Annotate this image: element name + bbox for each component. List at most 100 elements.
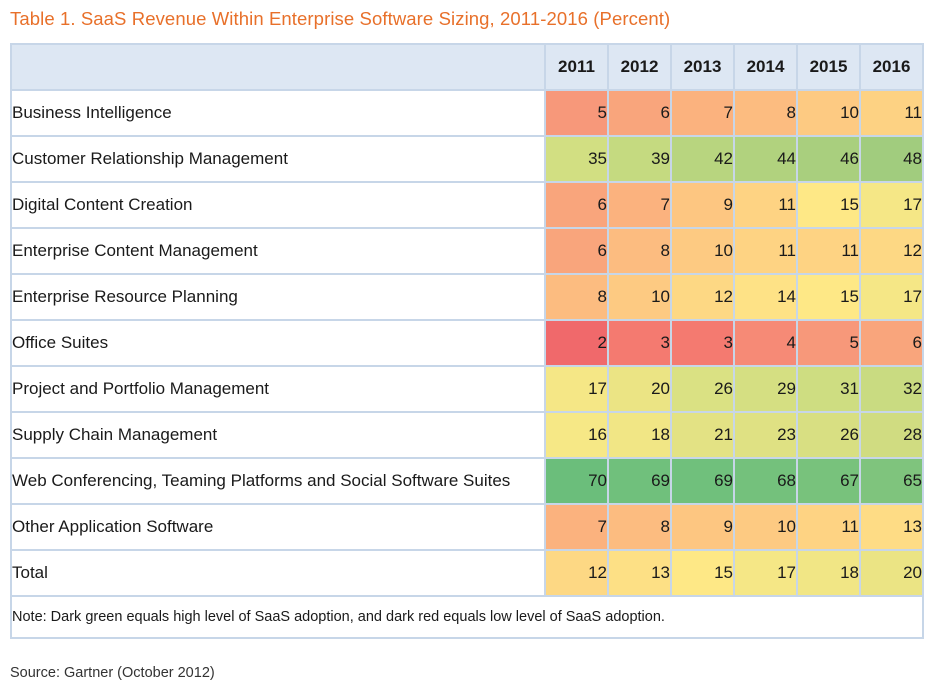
value-cell: 46 <box>796 135 861 183</box>
value-cell: 11 <box>859 89 924 137</box>
value-cell: 12 <box>670 273 735 321</box>
header-year-2013: 2013 <box>670 43 735 91</box>
header-year-2011: 2011 <box>544 43 609 91</box>
value-cell: 12 <box>544 549 609 597</box>
value-cell: 17 <box>859 273 924 321</box>
value-cell: 18 <box>796 549 861 597</box>
row-label: Customer Relationship Management <box>10 135 546 183</box>
table-row: Total 12 13 15 17 18 20 <box>10 549 924 597</box>
row-label: Enterprise Resource Planning <box>10 273 546 321</box>
value-cell: 11 <box>733 181 798 229</box>
row-label: Office Suites <box>10 319 546 367</box>
row-label: Business Intelligence <box>10 89 546 137</box>
value-cell: 67 <box>796 457 861 505</box>
value-cell: 3 <box>670 319 735 367</box>
table-row: Digital Content Creation 6 7 9 11 15 17 <box>10 181 924 229</box>
value-cell: 10 <box>607 273 672 321</box>
value-cell: 7 <box>670 89 735 137</box>
header-year-2016: 2016 <box>859 43 924 91</box>
value-cell: 17 <box>859 181 924 229</box>
value-cell: 4 <box>733 319 798 367</box>
value-cell: 15 <box>796 181 861 229</box>
value-cell: 20 <box>607 365 672 413</box>
row-label: Total <box>10 549 546 597</box>
value-cell: 32 <box>859 365 924 413</box>
value-cell: 13 <box>607 549 672 597</box>
row-label: Other Application Software <box>10 503 546 551</box>
value-cell: 20 <box>859 549 924 597</box>
value-cell: 10 <box>796 89 861 137</box>
value-cell: 44 <box>733 135 798 183</box>
value-cell: 8 <box>544 273 609 321</box>
saas-revenue-table: 2011 2012 2013 2014 2015 2016 Business I… <box>10 43 924 639</box>
header-year-2014: 2014 <box>733 43 798 91</box>
value-cell: 31 <box>796 365 861 413</box>
value-cell: 5 <box>544 89 609 137</box>
value-cell: 8 <box>733 89 798 137</box>
value-cell: 48 <box>859 135 924 183</box>
value-cell: 11 <box>796 227 861 275</box>
row-label: Supply Chain Management <box>10 411 546 459</box>
note-row: Note: Dark green equals high level of Sa… <box>10 595 924 639</box>
table-title: Table 1. SaaS Revenue Within Enterprise … <box>10 8 671 29</box>
value-cell: 5 <box>796 319 861 367</box>
value-cell: 14 <box>733 273 798 321</box>
table-row: Project and Portfolio Management 17 20 26 29… <box>10 365 924 413</box>
table-row: Enterprise Content Management 6 8 10 11 11 12 <box>10 227 924 275</box>
value-cell: 8 <box>607 503 672 551</box>
value-cell: 70 <box>544 457 609 505</box>
source-citation: Source: Gartner (October 2012) <box>10 665 215 681</box>
value-cell: 6 <box>544 227 609 275</box>
value-cell: 39 <box>607 135 672 183</box>
value-cell: 23 <box>733 411 798 459</box>
value-cell: 7 <box>607 181 672 229</box>
row-label: Digital Content Creation <box>10 181 546 229</box>
header-year-2012: 2012 <box>607 43 672 91</box>
value-cell: 26 <box>796 411 861 459</box>
table-body: Business Intelligence 5 6 7 8 10 11 Customer Re… <box>10 89 924 597</box>
value-cell: 69 <box>607 457 672 505</box>
value-cell: 17 <box>733 549 798 597</box>
value-cell: 8 <box>607 227 672 275</box>
value-cell: 35 <box>544 135 609 183</box>
header-row: 2011 2012 2013 2014 2015 2016 <box>10 43 924 91</box>
value-cell: 6 <box>544 181 609 229</box>
value-cell: 3 <box>607 319 672 367</box>
table-row: Office Suites 2 3 3 4 5 6 <box>10 319 924 367</box>
value-cell: 2 <box>544 319 609 367</box>
value-cell: 26 <box>670 365 735 413</box>
table-row: Web Conferencing, Teaming Platforms and … <box>10 457 924 505</box>
table-note: Note: Dark green equals high level of Sa… <box>10 595 924 639</box>
row-label: Enterprise Content Management <box>10 227 546 275</box>
value-cell: 9 <box>670 503 735 551</box>
value-cell: 21 <box>670 411 735 459</box>
value-cell: 12 <box>859 227 924 275</box>
value-cell: 42 <box>670 135 735 183</box>
value-cell: 10 <box>670 227 735 275</box>
row-label: Web Conferencing, Teaming Platforms and … <box>10 457 546 505</box>
value-cell: 11 <box>796 503 861 551</box>
value-cell: 18 <box>607 411 672 459</box>
value-cell: 68 <box>733 457 798 505</box>
value-cell: 65 <box>859 457 924 505</box>
table-row: Customer Relationship Management 35 39 42 44… <box>10 135 924 183</box>
value-cell: 6 <box>859 319 924 367</box>
value-cell: 16 <box>544 411 609 459</box>
value-cell: 10 <box>733 503 798 551</box>
header-category-cell <box>10 43 546 91</box>
header-year-2015: 2015 <box>796 43 861 91</box>
value-cell: 69 <box>670 457 735 505</box>
row-label: Project and Portfolio Management <box>10 365 546 413</box>
value-cell: 9 <box>670 181 735 229</box>
value-cell: 11 <box>733 227 798 275</box>
value-cell: 15 <box>796 273 861 321</box>
table-row: Other Application Software 7 8 9 10 11 13 <box>10 503 924 551</box>
value-cell: 29 <box>733 365 798 413</box>
value-cell: 15 <box>670 549 735 597</box>
table-row: Supply Chain Management 16 18 21 23 26 28 <box>10 411 924 459</box>
table-row: Enterprise Resource Planning 8 10 12 14 15 17 <box>10 273 924 321</box>
value-cell: 28 <box>859 411 924 459</box>
value-cell: 7 <box>544 503 609 551</box>
value-cell: 17 <box>544 365 609 413</box>
value-cell: 6 <box>607 89 672 137</box>
